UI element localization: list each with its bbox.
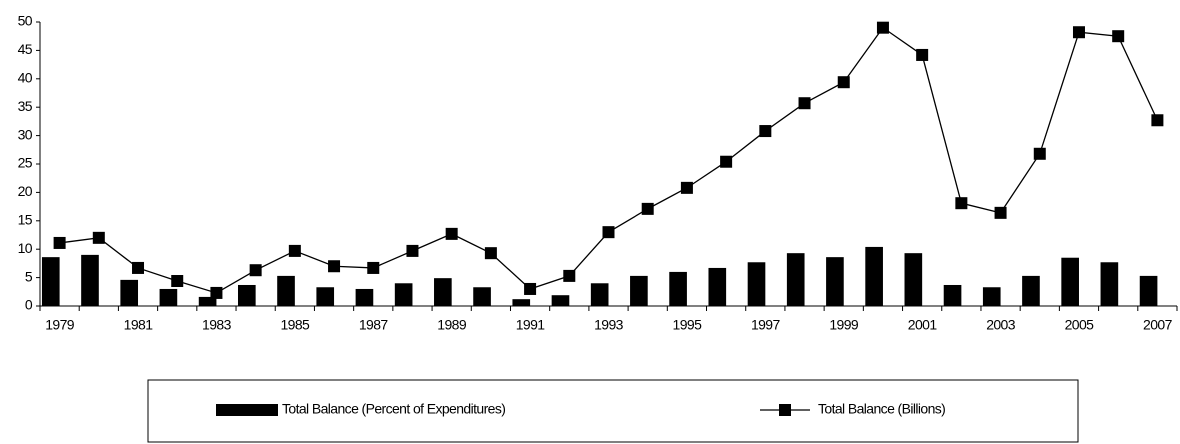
bar [394, 283, 413, 306]
x-tick-label: 2001 [908, 317, 938, 333]
y-tick-label: 20 [18, 183, 33, 199]
bar [982, 287, 1001, 306]
y-tick-label: 30 [18, 126, 33, 142]
marker [249, 264, 262, 277]
bar [198, 296, 217, 306]
y-tick-label: 15 [18, 212, 33, 228]
bar [237, 284, 256, 306]
x-tick-label: 1997 [751, 317, 781, 333]
x-tick-label: 1983 [202, 317, 232, 333]
marker [1151, 114, 1164, 127]
legend-swatch [216, 404, 278, 416]
x-tick-label: 1981 [124, 317, 154, 333]
bar [826, 257, 844, 306]
y-tick-label: 40 [18, 70, 33, 86]
marker [798, 97, 811, 110]
bar [551, 295, 570, 306]
bar [1100, 262, 1119, 306]
marker [210, 286, 223, 299]
x-tick-label: 1993 [594, 317, 624, 333]
x-tick-label: 1989 [437, 317, 467, 333]
marker [955, 197, 968, 210]
legend-label: Total Balance (Percent of Expenditures) [282, 401, 505, 417]
marker [602, 226, 615, 239]
marker [406, 244, 419, 257]
y-tick-label: 5 [25, 268, 33, 284]
bar [81, 254, 99, 306]
marker [720, 155, 733, 168]
bar [277, 275, 295, 306]
bar [747, 262, 766, 306]
bar [316, 287, 335, 306]
x-tick-label: 1999 [829, 317, 859, 333]
bar [1139, 275, 1158, 306]
bar [669, 271, 687, 306]
bar [630, 275, 648, 306]
marker [53, 236, 66, 249]
y-tick-label: 50 [18, 13, 33, 29]
marker [328, 260, 341, 273]
marker [288, 244, 301, 257]
x-tick-label: 1987 [359, 317, 389, 333]
y-tick-label: 0 [25, 297, 33, 313]
bar [41, 257, 60, 306]
marker [641, 202, 654, 215]
marker [563, 269, 576, 282]
line [59, 26, 1158, 294]
marker [1072, 26, 1085, 39]
marker [367, 261, 380, 274]
x-tick-label: 2003 [986, 317, 1016, 333]
marker [680, 181, 693, 194]
y-tick-label: 45 [18, 41, 33, 57]
bar [120, 279, 139, 306]
marker [916, 48, 929, 61]
marker [445, 227, 458, 240]
bar [434, 278, 452, 306]
marker [524, 282, 537, 295]
y-tick-label: 35 [18, 98, 33, 114]
x-tick-label: 1979 [45, 317, 75, 333]
x-tick-label: 2005 [1065, 317, 1095, 333]
marker [1112, 30, 1125, 43]
x-tick-label: 1995 [673, 317, 703, 333]
bar [708, 267, 727, 306]
bar [355, 288, 374, 306]
marker [837, 76, 850, 89]
y-tick-label: 10 [18, 240, 33, 256]
bar [943, 284, 962, 306]
bar [1061, 257, 1079, 306]
x-tick-label: 1985 [280, 317, 310, 333]
x-tick-label: 2007 [1143, 317, 1173, 333]
bar [865, 246, 883, 306]
marker [92, 231, 105, 244]
marker [484, 247, 497, 260]
marker [1033, 147, 1046, 160]
bar [512, 299, 531, 306]
marker [876, 21, 889, 34]
marker [171, 275, 184, 288]
marker [759, 125, 772, 138]
legend-box [147, 379, 1079, 443]
x-tick-label: 1991 [516, 317, 546, 333]
bar [904, 253, 923, 306]
legend-label: Total Balance (Billions) [818, 401, 945, 417]
bar [473, 287, 491, 306]
bar [786, 253, 805, 306]
marker [994, 206, 1007, 219]
bar [159, 288, 178, 306]
marker [132, 261, 145, 274]
legend-swatch [779, 404, 791, 416]
bar [590, 283, 609, 306]
y-tick-label: 25 [18, 155, 33, 171]
bar [1022, 275, 1040, 306]
